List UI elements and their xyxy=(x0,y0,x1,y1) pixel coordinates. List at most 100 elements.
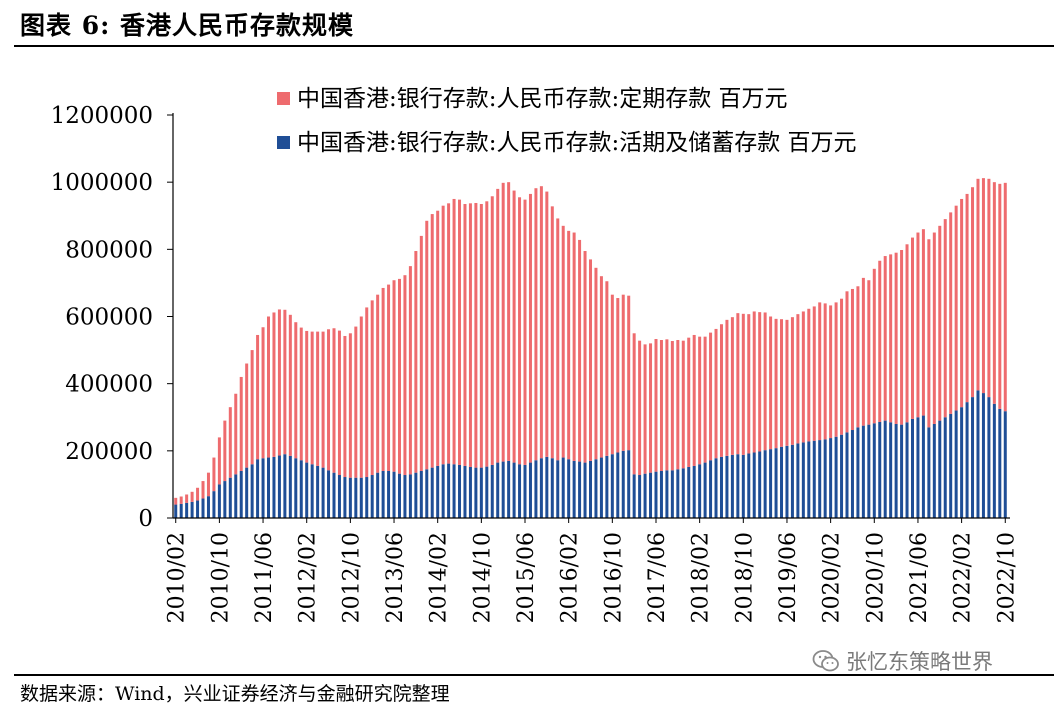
bar-time-deposit xyxy=(736,313,740,455)
bar-time-deposit xyxy=(496,188,500,463)
bar-demand-savings xyxy=(436,465,440,518)
bar-time-deposit xyxy=(567,230,571,460)
bar-time-deposit xyxy=(283,309,287,455)
bar-demand-savings xyxy=(981,393,985,518)
bar-time-deposit xyxy=(250,350,254,465)
bar-time-deposit xyxy=(441,205,445,465)
bar-demand-savings xyxy=(889,422,893,518)
bar-time-deposit xyxy=(485,201,489,467)
bar-demand-savings xyxy=(883,420,887,518)
bar-demand-savings xyxy=(545,456,549,518)
bar-time-deposit xyxy=(196,487,200,501)
bar-demand-savings xyxy=(709,460,713,518)
bar-time-deposit xyxy=(872,268,876,424)
bar-demand-savings xyxy=(512,462,516,518)
bar-demand-savings xyxy=(501,461,505,518)
bar-time-deposit xyxy=(834,302,838,437)
bar-time-deposit xyxy=(998,183,1002,409)
bar-demand-savings xyxy=(523,464,527,518)
bar-time-deposit xyxy=(337,330,341,476)
bar-demand-savings xyxy=(621,450,625,518)
bar-demand-savings xyxy=(943,417,947,518)
bar-time-deposit xyxy=(447,203,451,464)
bar-time-deposit xyxy=(523,199,527,465)
bar-demand-savings xyxy=(196,500,200,518)
bar-time-deposit xyxy=(638,340,642,476)
bar-time-deposit xyxy=(850,288,854,431)
bar-time-deposit xyxy=(419,235,423,471)
bar-demand-savings xyxy=(206,496,210,518)
bar-demand-savings xyxy=(490,464,494,518)
bar-time-deposit xyxy=(267,316,271,458)
bar-demand-savings xyxy=(556,460,560,518)
bar-demand-savings xyxy=(850,430,854,518)
bar-demand-savings xyxy=(692,465,696,518)
bar-demand-savings xyxy=(430,467,434,518)
bar-demand-savings xyxy=(288,455,292,518)
bar-time-deposit xyxy=(316,331,320,466)
bar-time-deposit xyxy=(960,198,964,408)
bar-demand-savings xyxy=(310,464,314,518)
bar-time-deposit xyxy=(703,336,707,463)
bar-time-deposit xyxy=(643,344,647,474)
bar-time-deposit xyxy=(578,239,582,462)
y-tick-label: 0 xyxy=(138,506,153,532)
bar-demand-savings xyxy=(807,441,811,518)
bars xyxy=(174,178,1007,518)
bar-demand-savings xyxy=(599,457,603,518)
bar-demand-savings xyxy=(949,413,953,518)
bar-time-deposit xyxy=(185,494,189,503)
bar-time-deposit xyxy=(190,491,194,502)
bar-demand-savings xyxy=(397,473,401,518)
bar-demand-savings xyxy=(305,462,309,518)
bar-time-deposit xyxy=(359,316,363,478)
bar-time-deposit xyxy=(490,196,494,465)
bar-time-deposit xyxy=(572,232,576,461)
bar-demand-savings xyxy=(960,407,964,518)
bar-time-deposit xyxy=(807,308,811,442)
bar-time-deposit xyxy=(659,340,663,471)
bar-time-deposit xyxy=(801,311,805,443)
bar-time-deposit xyxy=(616,298,620,453)
top-rule xyxy=(14,45,1054,47)
bar-time-deposit xyxy=(550,206,554,459)
bar-time-deposit xyxy=(818,302,822,441)
wechat-icon xyxy=(812,650,839,672)
bar-demand-savings xyxy=(359,477,363,518)
bar-demand-savings xyxy=(927,427,931,518)
bar-demand-savings xyxy=(539,458,543,518)
bar-demand-savings xyxy=(583,462,587,518)
bar-time-deposit xyxy=(234,393,238,475)
bar-demand-savings xyxy=(261,458,265,518)
y-tick-label: 600000 xyxy=(65,305,153,331)
bar-demand-savings xyxy=(1003,411,1007,518)
bar-demand-savings xyxy=(425,469,429,518)
bar-time-deposit xyxy=(845,291,849,433)
bar-demand-savings xyxy=(267,457,271,518)
bar-demand-savings xyxy=(998,408,1002,518)
x-tick-label: 2016/10 xyxy=(601,532,626,623)
bar-time-deposit xyxy=(796,314,800,444)
x-tick-label: 2018/10 xyxy=(732,532,757,623)
bar-time-deposit xyxy=(256,334,260,460)
bar-demand-savings xyxy=(419,470,423,518)
bar-demand-savings xyxy=(703,462,707,518)
x-tick-label: 2020/10 xyxy=(863,532,888,623)
bar-demand-savings xyxy=(348,477,352,518)
bar-demand-savings xyxy=(698,464,702,518)
bar-demand-savings xyxy=(725,455,729,518)
bar-demand-savings xyxy=(479,467,483,518)
bar-time-deposit xyxy=(305,330,309,463)
bar-demand-savings xyxy=(867,424,871,518)
bar-demand-savings xyxy=(239,470,243,518)
bar-time-deposit xyxy=(621,294,625,451)
x-tick-label: 2010/10 xyxy=(208,532,233,623)
bar-time-deposit xyxy=(823,303,827,440)
bar-demand-savings xyxy=(872,423,876,518)
bar-time-deposit xyxy=(883,256,887,421)
bar-time-deposit xyxy=(719,324,723,457)
bar-demand-savings xyxy=(976,390,980,518)
bar-time-deposit xyxy=(916,232,920,418)
bar-demand-savings xyxy=(179,503,183,518)
bar-demand-savings xyxy=(665,470,669,518)
